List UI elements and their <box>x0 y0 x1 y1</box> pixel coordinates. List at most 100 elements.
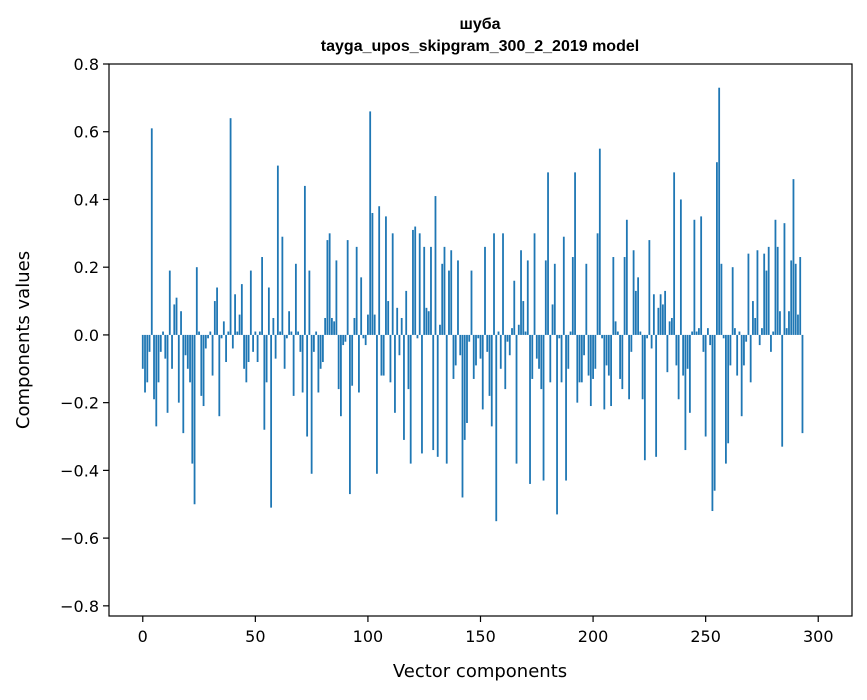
bar <box>718 87 721 335</box>
bar <box>391 233 394 335</box>
bar <box>414 226 417 335</box>
bar <box>499 334 502 369</box>
bar <box>249 270 252 335</box>
bar <box>553 263 556 335</box>
bar <box>195 267 198 335</box>
bar <box>450 250 453 335</box>
bar <box>749 334 752 383</box>
bar <box>198 331 200 335</box>
bar <box>256 334 259 363</box>
bar <box>177 334 180 403</box>
bar <box>144 334 146 393</box>
y-tick-label: 0.2 <box>74 258 99 277</box>
bar <box>740 334 743 417</box>
bar <box>648 240 651 335</box>
bar <box>403 334 405 440</box>
bar <box>272 317 275 335</box>
bar <box>225 334 227 363</box>
bar <box>387 301 390 335</box>
bar <box>684 334 687 451</box>
bar <box>616 331 619 335</box>
bar <box>659 294 662 335</box>
bar <box>324 317 327 335</box>
bar <box>358 334 360 393</box>
bar <box>308 270 311 335</box>
bar <box>801 334 804 434</box>
bar <box>711 334 714 512</box>
bar <box>243 334 245 369</box>
bar <box>394 334 396 413</box>
bar <box>497 331 500 335</box>
bar <box>668 321 671 335</box>
bar <box>376 334 378 474</box>
bar <box>407 334 410 390</box>
bar <box>344 334 347 342</box>
bar <box>222 321 225 335</box>
bar <box>571 257 574 335</box>
bar <box>159 334 162 352</box>
bar <box>756 250 759 335</box>
bar <box>713 334 716 491</box>
bar <box>333 321 336 335</box>
bar <box>175 297 178 335</box>
bar <box>416 334 419 339</box>
y-tick-label: 0.8 <box>74 55 99 74</box>
bar <box>607 334 610 376</box>
bar <box>520 250 522 335</box>
bar <box>229 118 232 335</box>
bar <box>380 334 383 376</box>
bar <box>565 334 567 481</box>
bar <box>650 334 653 349</box>
bar-series <box>141 87 804 522</box>
bar <box>463 334 466 440</box>
bar <box>315 331 318 335</box>
bar <box>303 185 306 335</box>
bar <box>736 334 739 376</box>
bar <box>164 334 167 359</box>
bar <box>511 328 513 335</box>
bar <box>731 267 734 335</box>
x-tick-label: 250 <box>690 627 721 646</box>
bar <box>412 229 414 335</box>
bar <box>725 334 727 464</box>
bar <box>290 331 293 335</box>
bar <box>592 334 594 379</box>
bar <box>367 314 369 335</box>
bar <box>722 334 725 339</box>
bar <box>319 334 322 369</box>
bar <box>743 334 745 366</box>
bar <box>752 301 754 335</box>
y-tick-label: 0.6 <box>74 123 99 142</box>
y-tick-label: −0.2 <box>60 394 99 413</box>
bar <box>434 196 437 335</box>
bar <box>522 301 525 335</box>
bar <box>364 334 367 346</box>
bar <box>576 334 579 403</box>
bar <box>691 331 694 335</box>
bar <box>267 287 270 335</box>
bar <box>306 334 309 437</box>
bar <box>551 304 554 335</box>
bar <box>445 334 448 464</box>
bar <box>567 334 570 369</box>
bar <box>603 334 606 410</box>
x-tick-label: 50 <box>245 627 265 646</box>
bar <box>157 334 160 383</box>
bar <box>720 263 723 335</box>
bar <box>301 334 304 393</box>
bar <box>258 331 261 335</box>
bar <box>515 334 518 464</box>
bar <box>625 219 628 335</box>
y-tick-label: −0.8 <box>60 597 99 616</box>
x-axis-label: Vector components <box>393 661 567 682</box>
bar <box>349 334 351 495</box>
x-tick-label: 100 <box>353 627 384 646</box>
bar <box>513 280 516 335</box>
y-axis-label: Components values <box>13 251 34 429</box>
bar <box>761 328 763 335</box>
bar <box>421 334 423 454</box>
bar <box>716 162 718 335</box>
bar <box>531 334 534 379</box>
bar <box>425 307 428 335</box>
bar <box>274 334 277 359</box>
